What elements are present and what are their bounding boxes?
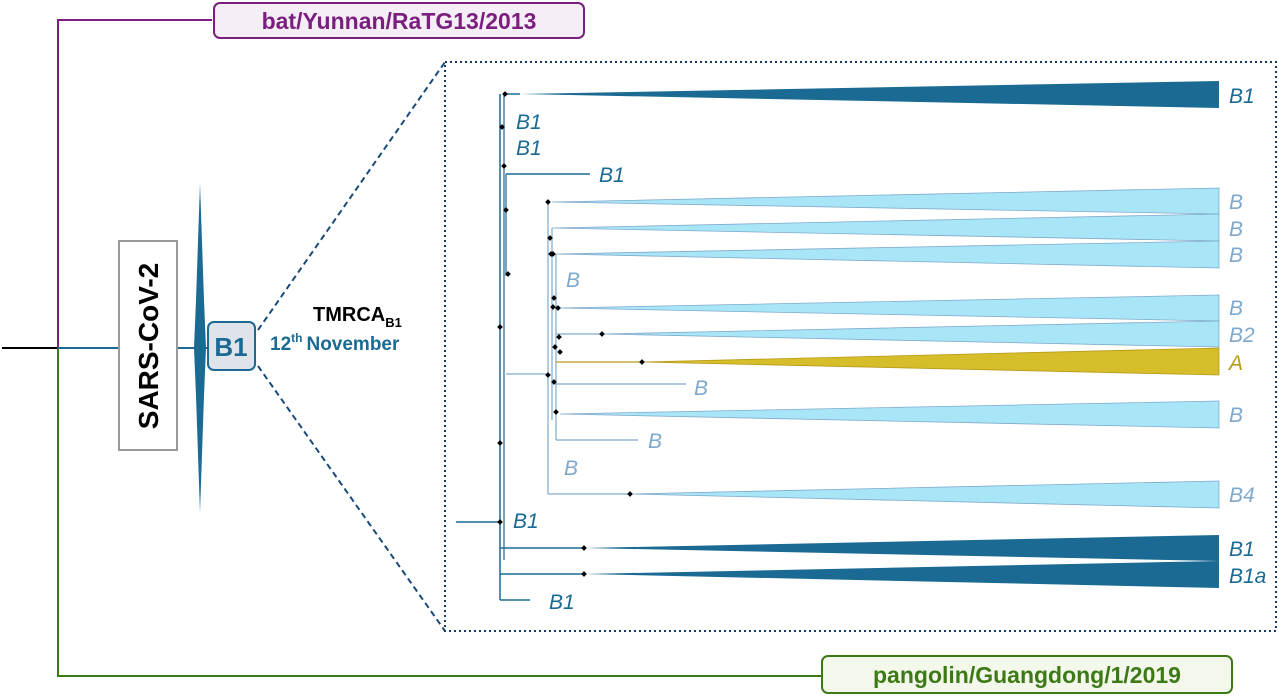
pangolin-label: pangolin/Guangdong/1/2019 bbox=[873, 662, 1181, 688]
zoom-panel bbox=[444, 61, 1277, 632]
bat-label: bat/Yunnan/RaTG13/2013 bbox=[262, 8, 537, 34]
zoom-line-top bbox=[257, 61, 446, 331]
tmrca-date-number: 12 bbox=[270, 334, 291, 355]
leaf-label: B1 bbox=[549, 591, 575, 614]
node-markers bbox=[497, 91, 645, 577]
tmrca-subscript: B1 bbox=[385, 315, 402, 330]
clade-triangle bbox=[559, 400, 1220, 429]
outgroup-tree bbox=[2, 19, 822, 677]
leaf-label: B1 bbox=[516, 111, 542, 134]
leaf-label: B bbox=[564, 457, 578, 480]
clade-label: B1 bbox=[1229, 538, 1255, 561]
clade-triangle bbox=[551, 213, 1220, 242]
clade-triangle bbox=[559, 294, 1220, 322]
sars-cov-2-label: SARS-CoV-2 bbox=[133, 263, 164, 429]
pangolin-label-box: pangolin/Guangdong/1/2019 bbox=[821, 655, 1233, 694]
clade-label: B2 bbox=[1229, 324, 1255, 347]
clade-label: A bbox=[1227, 352, 1243, 375]
tmrca-date-suffix: th bbox=[291, 331, 302, 345]
clade-triangle bbox=[641, 347, 1220, 376]
clade-triangle bbox=[551, 187, 1220, 215]
tmrca-annotation: TMRCAB1 12th November bbox=[270, 304, 402, 355]
clade-labels: B1 B B B B B2 A B B4 B1 B1a bbox=[1227, 85, 1266, 588]
clade-label: B bbox=[1229, 244, 1243, 267]
tmrca-label: TMRCA bbox=[313, 304, 385, 326]
leaf-label: B bbox=[566, 269, 580, 292]
clade-label: B1a bbox=[1229, 565, 1266, 588]
clade-triangle bbox=[629, 480, 1220, 509]
detailed-tree bbox=[456, 93, 686, 601]
clade-triangle bbox=[555, 240, 1220, 269]
clade-label: B bbox=[1229, 191, 1243, 214]
clade-label: B bbox=[1229, 404, 1243, 427]
clade-triangle bbox=[584, 561, 1219, 588]
tmrca-date-month: November bbox=[306, 334, 400, 355]
clade-triangles bbox=[520, 81, 1220, 588]
svg-text:TMRCAB1: TMRCAB1 bbox=[313, 304, 402, 330]
clade-triangle bbox=[520, 81, 1219, 108]
clade-triangle bbox=[601, 320, 1220, 348]
clade-label: B bbox=[1229, 218, 1243, 241]
lineage-spindle bbox=[194, 184, 206, 512]
bat-label-box: bat/Yunnan/RaTG13/2013 bbox=[213, 2, 585, 39]
leaf-label: B bbox=[648, 430, 662, 453]
zoom-line-bottom bbox=[257, 365, 446, 632]
leaf-labels: B1 B1 B1 B B B B B1 B1 bbox=[513, 111, 708, 614]
b1-box-label: B1 bbox=[214, 332, 247, 362]
clade-label: B bbox=[1229, 297, 1243, 320]
b1-box: B1 bbox=[207, 321, 256, 371]
clade-label: B1 bbox=[1229, 85, 1255, 108]
leaf-label: B bbox=[694, 377, 708, 400]
bat-branch bbox=[57, 19, 212, 348]
sars-cov-2-box: SARS-CoV-2 bbox=[118, 240, 178, 451]
clade-label: B4 bbox=[1229, 484, 1255, 507]
clade-triangle bbox=[584, 535, 1219, 561]
leaf-label: B1 bbox=[599, 164, 625, 187]
leaf-label: B1 bbox=[516, 137, 542, 160]
pangolin-branch bbox=[57, 348, 822, 677]
leaf-label: B1 bbox=[513, 510, 539, 533]
